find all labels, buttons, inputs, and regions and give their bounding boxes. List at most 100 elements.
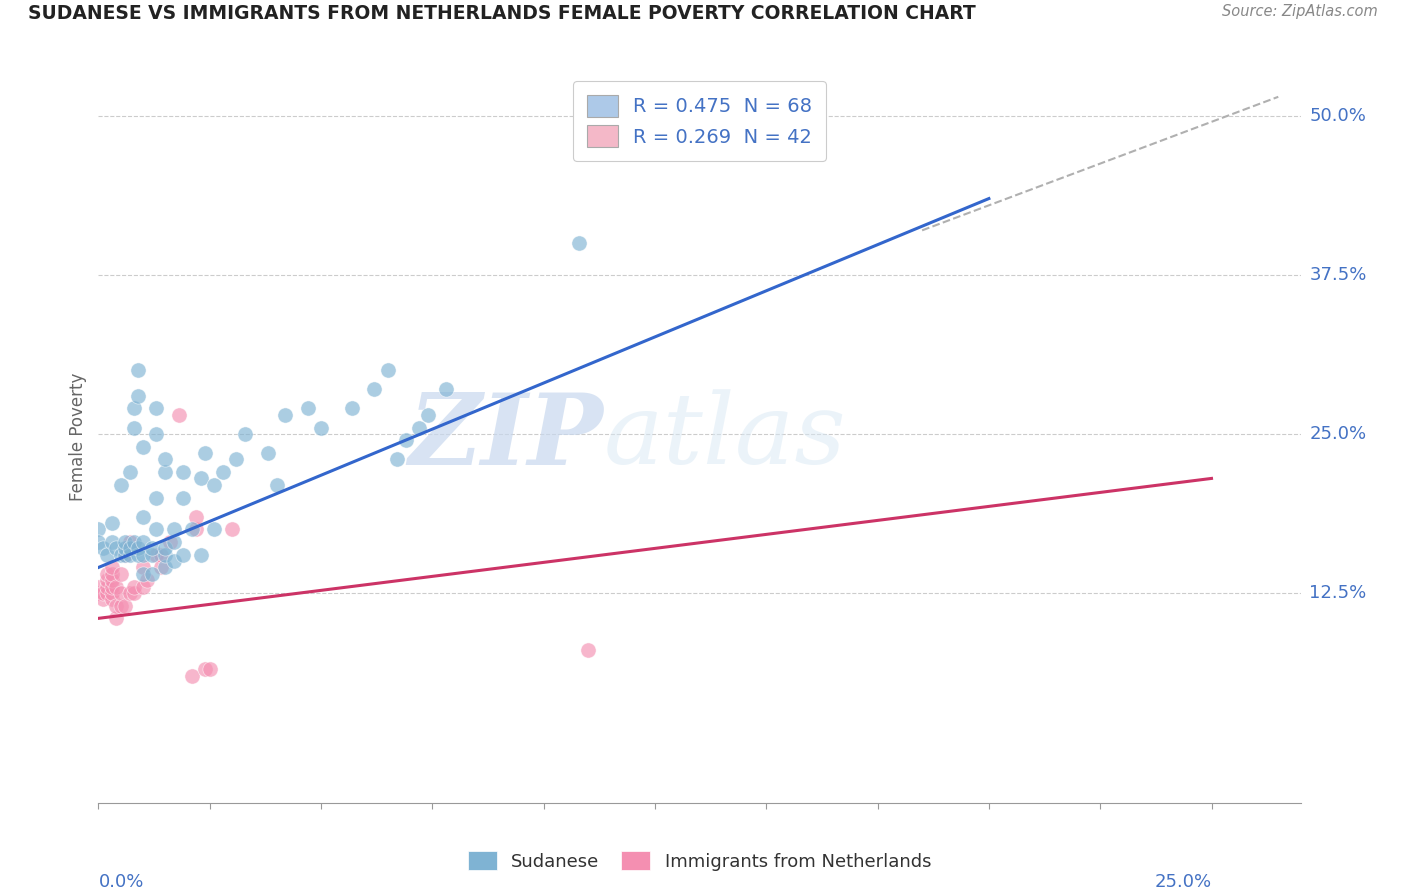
Point bbox=[568, 236, 591, 251]
Point bbox=[118, 541, 141, 556]
Point bbox=[202, 477, 225, 491]
Point bbox=[132, 560, 155, 574]
Point bbox=[122, 580, 145, 594]
Point bbox=[297, 401, 319, 416]
Point bbox=[114, 541, 136, 556]
Point bbox=[122, 420, 145, 434]
Point bbox=[149, 548, 172, 562]
Point bbox=[153, 465, 177, 479]
Point bbox=[266, 477, 288, 491]
Point bbox=[110, 548, 132, 562]
Text: SUDANESE VS IMMIGRANTS FROM NETHERLANDS FEMALE POVERTY CORRELATION CHART: SUDANESE VS IMMIGRANTS FROM NETHERLANDS … bbox=[28, 4, 976, 23]
Point bbox=[141, 548, 163, 562]
Point bbox=[186, 509, 208, 524]
Text: 12.5%: 12.5% bbox=[1309, 584, 1367, 602]
Point bbox=[101, 535, 124, 549]
Point bbox=[153, 548, 177, 562]
Point bbox=[118, 465, 141, 479]
Point bbox=[118, 586, 141, 600]
Point bbox=[180, 668, 202, 682]
Point bbox=[153, 541, 177, 556]
Point bbox=[101, 573, 124, 587]
Point bbox=[172, 548, 194, 562]
Point bbox=[225, 452, 247, 467]
Point bbox=[105, 599, 128, 613]
Point bbox=[394, 434, 416, 448]
Point bbox=[101, 592, 124, 607]
Point bbox=[363, 383, 385, 397]
Point bbox=[110, 586, 132, 600]
Point bbox=[416, 408, 439, 422]
Point bbox=[141, 566, 163, 581]
Point bbox=[91, 592, 114, 607]
Point bbox=[141, 541, 163, 556]
Point bbox=[172, 465, 194, 479]
Point bbox=[122, 535, 145, 549]
Point bbox=[136, 573, 159, 587]
Point bbox=[101, 580, 124, 594]
Point bbox=[87, 586, 110, 600]
Point bbox=[340, 401, 363, 416]
Point bbox=[87, 522, 110, 536]
Point bbox=[101, 566, 124, 581]
Point bbox=[127, 548, 149, 562]
Text: 25.0%: 25.0% bbox=[1154, 872, 1212, 891]
Point bbox=[101, 516, 124, 530]
Text: 25.0%: 25.0% bbox=[1309, 425, 1367, 443]
Point bbox=[274, 408, 297, 422]
Point bbox=[194, 662, 217, 676]
Point bbox=[114, 548, 136, 562]
Point bbox=[91, 586, 114, 600]
Text: 37.5%: 37.5% bbox=[1309, 266, 1367, 284]
Point bbox=[153, 452, 177, 467]
Point bbox=[233, 426, 256, 441]
Point bbox=[172, 491, 194, 505]
Point bbox=[163, 522, 186, 536]
Text: ZIP: ZIP bbox=[408, 389, 603, 485]
Text: 0.0%: 0.0% bbox=[98, 872, 143, 891]
Point bbox=[377, 363, 399, 377]
Point bbox=[309, 420, 332, 434]
Point bbox=[198, 662, 221, 676]
Point bbox=[101, 586, 124, 600]
Y-axis label: Female Poverty: Female Poverty bbox=[69, 373, 87, 501]
Point bbox=[96, 580, 118, 594]
Point bbox=[122, 586, 145, 600]
Point bbox=[132, 580, 155, 594]
Point bbox=[96, 586, 118, 600]
Text: 50.0%: 50.0% bbox=[1309, 107, 1367, 125]
Point bbox=[127, 389, 149, 403]
Point bbox=[114, 599, 136, 613]
Point bbox=[87, 580, 110, 594]
Point bbox=[118, 548, 141, 562]
Point bbox=[91, 541, 114, 556]
Point bbox=[145, 426, 167, 441]
Point bbox=[190, 471, 212, 485]
Point bbox=[127, 363, 149, 377]
Point bbox=[153, 560, 177, 574]
Point bbox=[159, 535, 181, 549]
Point bbox=[186, 522, 208, 536]
Point bbox=[434, 383, 457, 397]
Point bbox=[132, 509, 155, 524]
Point bbox=[118, 541, 141, 556]
Point bbox=[110, 566, 132, 581]
Point bbox=[127, 541, 149, 556]
Point bbox=[132, 566, 155, 581]
Point bbox=[212, 465, 235, 479]
Point bbox=[408, 420, 430, 434]
Point bbox=[145, 401, 167, 416]
Point bbox=[202, 522, 225, 536]
Point bbox=[149, 560, 172, 574]
Point bbox=[163, 554, 186, 568]
Point bbox=[132, 440, 155, 454]
Legend: Sudanese, Immigrants from Netherlands: Sudanese, Immigrants from Netherlands bbox=[461, 844, 938, 878]
Point bbox=[167, 408, 190, 422]
Point bbox=[105, 611, 128, 625]
Point bbox=[110, 599, 132, 613]
Text: Source: ZipAtlas.com: Source: ZipAtlas.com bbox=[1222, 4, 1378, 20]
Point bbox=[163, 535, 186, 549]
Point bbox=[96, 566, 118, 581]
Point bbox=[132, 535, 155, 549]
Point bbox=[194, 446, 217, 460]
